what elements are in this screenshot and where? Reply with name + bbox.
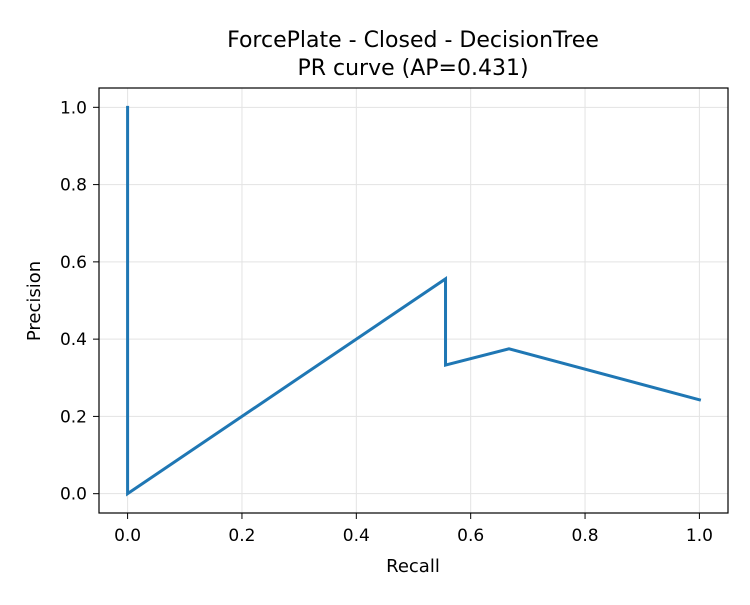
x-tick-label: 0.6: [457, 526, 484, 546]
x-tick-label: 0.0: [114, 526, 141, 546]
grid-lines: [99, 88, 728, 513]
y-tick-label: 0.8: [60, 176, 87, 196]
x-tick-label: 0.2: [228, 526, 255, 546]
y-tick-label: 1.0: [60, 98, 87, 118]
pr-curve-line: [126, 105, 702, 497]
axis-ticks: 0.0 0.2 0.4 0.6 0.8 1.0 0.0 0.2 0.4 0.6 0.8 1.0: [60, 98, 713, 546]
y-tick-label: 0.6: [60, 253, 87, 273]
plot-area-frame: [98, 87, 729, 514]
y-tick-label: 0.4: [60, 330, 87, 350]
x-tick-label: 0.8: [572, 526, 599, 546]
x-tick-label: 0.4: [343, 526, 370, 546]
x-tick-label: 1.0: [686, 526, 713, 546]
y-tick-label: 0.0: [60, 485, 87, 505]
chart-subtitle: PR curve (AP=0.431): [297, 56, 528, 81]
chart-title: ForcePlate - Closed - DecisionTree: [227, 28, 599, 53]
y-axis-label: Precision: [24, 261, 45, 341]
x-axis-label: Recall: [386, 556, 440, 577]
y-tick-label: 0.2: [60, 407, 87, 427]
series-layer: [126, 105, 702, 497]
